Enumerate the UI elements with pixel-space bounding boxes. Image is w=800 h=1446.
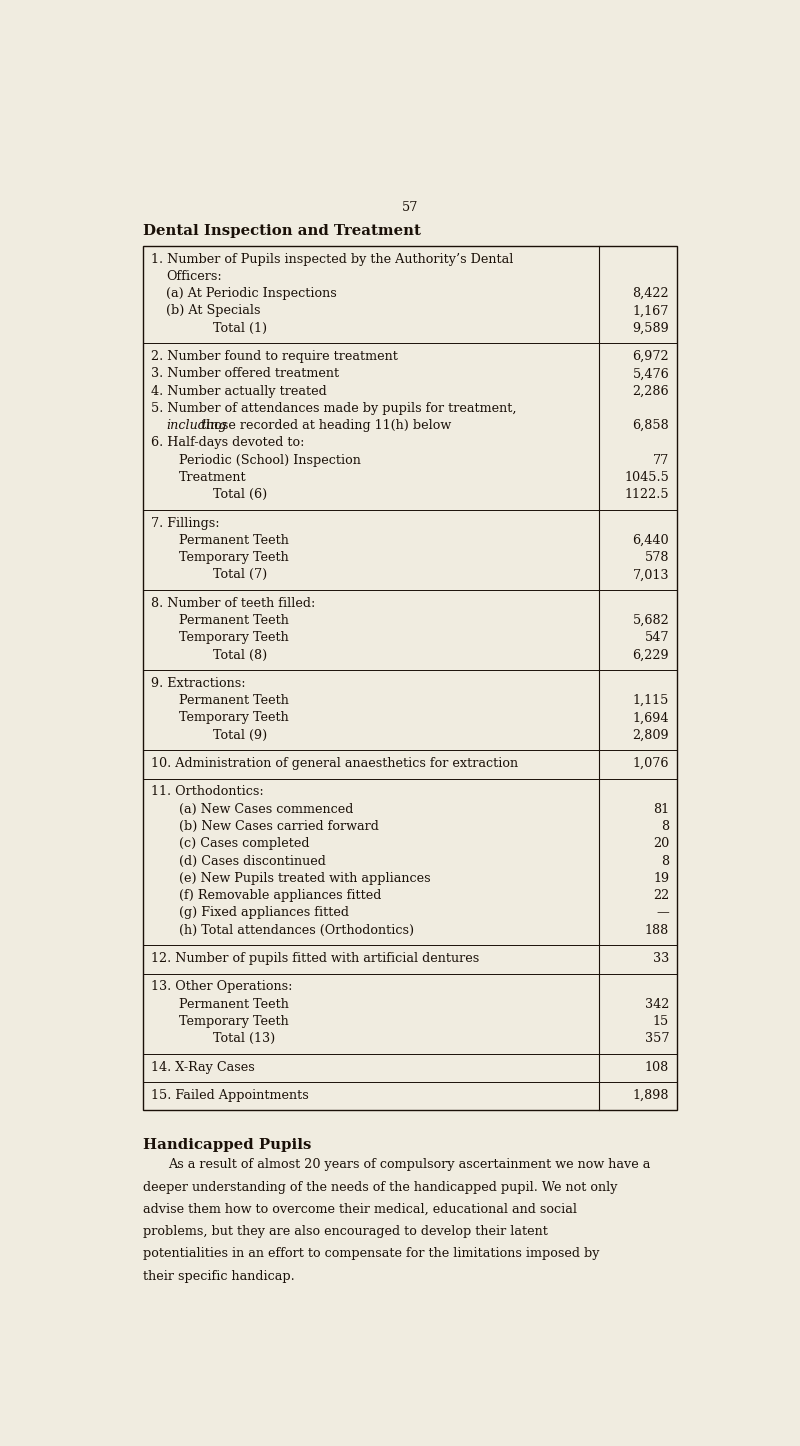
Text: their specific handicap.: their specific handicap. [143,1270,295,1283]
Text: 6,440: 6,440 [633,534,669,547]
Text: Total (8): Total (8) [213,649,267,662]
Text: 1122.5: 1122.5 [625,489,669,502]
Text: 7,013: 7,013 [633,568,669,581]
Text: 33: 33 [653,951,669,964]
Text: 5,476: 5,476 [633,367,669,380]
Text: 1045.5: 1045.5 [624,471,669,484]
Text: 108: 108 [645,1060,669,1073]
Text: Treatment: Treatment [178,471,246,484]
Text: 6,972: 6,972 [633,350,669,363]
Text: Total (6): Total (6) [213,489,267,502]
Text: 13. Other Operations:: 13. Other Operations: [151,980,292,993]
Text: As a result of almost 20 years of compulsory ascertainment we now have a: As a result of almost 20 years of compul… [168,1158,650,1171]
Text: 8,422: 8,422 [633,288,669,301]
Text: 1,694: 1,694 [633,711,669,724]
Text: potentialities in an effort to compensate for the limitations imposed by: potentialities in an effort to compensat… [143,1248,600,1261]
Text: (g) Fixed appliances fitted: (g) Fixed appliances fitted [178,907,349,920]
Text: 1,167: 1,167 [633,305,669,318]
Text: (e) New Pupils treated with appliances: (e) New Pupils treated with appliances [178,872,430,885]
Text: 8: 8 [661,820,669,833]
Text: 19: 19 [653,872,669,885]
Text: 22: 22 [653,889,669,902]
Text: advise them how to overcome their medical, educational and social: advise them how to overcome their medica… [143,1203,578,1216]
Text: (b) At Specials: (b) At Specials [166,305,261,318]
Text: Total (7): Total (7) [213,568,267,581]
Text: (f) Removable appliances fitted: (f) Removable appliances fitted [178,889,381,902]
Text: (c) Cases completed: (c) Cases completed [178,837,310,850]
Text: 81: 81 [653,803,669,816]
Text: 2,286: 2,286 [633,385,669,398]
Text: Dental Inspection and Treatment: Dental Inspection and Treatment [143,224,422,237]
Bar [143,246,677,1111]
Text: Temporary Teeth: Temporary Teeth [178,632,289,645]
Text: Total (9): Total (9) [213,729,267,742]
Text: 11. Orthodontics:: 11. Orthodontics: [151,785,263,798]
Text: 357: 357 [645,1032,669,1045]
Text: those recorded at heading 11(h) below: those recorded at heading 11(h) below [197,419,451,432]
Text: 5. Number of attendances made by pupils for treatment,: 5. Number of attendances made by pupils … [151,402,516,415]
Text: (a) New Cases commenced: (a) New Cases commenced [178,803,353,816]
Text: Permanent Teeth: Permanent Teeth [178,998,289,1011]
Text: 8. Number of teeth filled:: 8. Number of teeth filled: [151,597,315,610]
Text: 578: 578 [645,551,669,564]
Text: 1,898: 1,898 [633,1089,669,1102]
Text: 1,115: 1,115 [633,694,669,707]
Text: including: including [166,419,227,432]
Text: deeper understanding of the needs of the handicapped pupil. We not only: deeper understanding of the needs of the… [143,1180,618,1193]
Text: Permanent Teeth: Permanent Teeth [178,615,289,628]
Text: Handicapped Pupils: Handicapped Pupils [143,1138,312,1152]
Text: 10. Administration of general anaesthetics for extraction: 10. Administration of general anaestheti… [151,758,518,771]
Text: 14. X-Ray Cases: 14. X-Ray Cases [151,1060,254,1073]
Text: 20: 20 [653,837,669,850]
Text: Total (1): Total (1) [213,322,267,335]
Text: 15: 15 [653,1015,669,1028]
Text: 8: 8 [661,855,669,868]
Text: 188: 188 [645,924,669,937]
Text: (d) Cases discontinued: (d) Cases discontinued [178,855,326,868]
Text: (h) Total attendances (Orthodontics): (h) Total attendances (Orthodontics) [178,924,414,937]
Text: Temporary Teeth: Temporary Teeth [178,711,289,724]
Text: Periodic (School) Inspection: Periodic (School) Inspection [178,454,361,467]
Text: 4. Number actually treated: 4. Number actually treated [151,385,326,398]
Text: Temporary Teeth: Temporary Teeth [178,551,289,564]
Text: 57: 57 [402,201,418,214]
Text: 2,809: 2,809 [633,729,669,742]
Text: 6. Half-days devoted to:: 6. Half-days devoted to: [151,437,304,450]
Text: 1,076: 1,076 [633,758,669,771]
Text: 1. Number of Pupils inspected by the Authority’s Dental: 1. Number of Pupils inspected by the Aut… [151,253,514,266]
Text: 6,858: 6,858 [633,419,669,432]
Text: Permanent Teeth: Permanent Teeth [178,694,289,707]
Text: (a) At Periodic Inspections: (a) At Periodic Inspections [166,288,337,301]
Text: 9,589: 9,589 [633,322,669,335]
Text: 9. Extractions:: 9. Extractions: [151,677,246,690]
Text: 77: 77 [653,454,669,467]
Text: —: — [657,907,669,920]
Text: 15. Failed Appointments: 15. Failed Appointments [151,1089,309,1102]
Text: Permanent Teeth: Permanent Teeth [178,534,289,547]
Text: 2. Number found to require treatment: 2. Number found to require treatment [151,350,398,363]
Text: Total (13): Total (13) [213,1032,275,1045]
Text: (b) New Cases carried forward: (b) New Cases carried forward [178,820,378,833]
Text: Temporary Teeth: Temporary Teeth [178,1015,289,1028]
Text: 6,229: 6,229 [633,649,669,662]
Text: 7. Fillings:: 7. Fillings: [151,516,219,529]
Text: Officers:: Officers: [166,270,222,283]
Text: 547: 547 [645,632,669,645]
Text: 5,682: 5,682 [633,615,669,628]
Text: problems, but they are also encouraged to develop their latent: problems, but they are also encouraged t… [143,1225,548,1238]
Text: 342: 342 [645,998,669,1011]
Text: 3. Number offered treatment: 3. Number offered treatment [151,367,339,380]
Text: 12. Number of pupils fitted with artificial dentures: 12. Number of pupils fitted with artific… [151,951,479,964]
